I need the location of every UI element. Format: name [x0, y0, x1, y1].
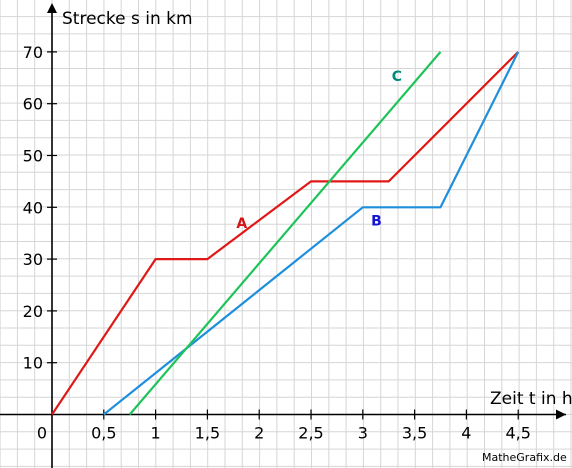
x-tick-label: 2,5 — [298, 424, 323, 443]
y-tick-label: 30 — [23, 250, 43, 269]
x-tick-label: 3 — [358, 424, 368, 443]
series-label-b: B — [371, 213, 382, 229]
series-line-a — [51, 51, 519, 416]
x-tick-label: 0 — [37, 424, 47, 443]
x-tick-label: 1,5 — [195, 424, 220, 443]
series-label-a: A — [236, 216, 247, 232]
x-axis-arrow — [556, 409, 566, 420]
credit-text: MatheGrafix.de — [482, 451, 567, 464]
x-tick-label: 4,5 — [505, 424, 530, 443]
series-lines — [51, 51, 520, 416]
y-axis-arrow — [47, 3, 57, 13]
series-line-b — [103, 51, 520, 416]
y-tick-label: 20 — [23, 302, 43, 321]
x-tick-label: 3,5 — [402, 424, 427, 443]
x-tick-label: 4 — [461, 424, 471, 443]
axes — [0, 3, 566, 468]
x-axis-title: Zeit t in h — [490, 389, 572, 409]
y-tick-label: 70 — [23, 43, 43, 62]
tick-labels: 0 0,5 1 1,5 2 2,5 3 3,5 4 4,5 10 20 30 40 50 60 70 — [23, 43, 531, 443]
y-tick-label: 10 — [23, 354, 43, 373]
y-tick-label: 40 — [23, 198, 43, 217]
series-line-c — [128, 51, 442, 416]
y-tick-label: 50 — [23, 147, 43, 166]
y-axis-title: Strecke s in km — [62, 9, 193, 29]
y-tick-label: 60 — [23, 95, 43, 114]
x-tick-label: 0,5 — [91, 424, 116, 443]
x-tick-label: 2 — [254, 424, 264, 443]
x-tick-label: 1 — [151, 424, 161, 443]
series-label-c: C — [392, 69, 402, 85]
series-labels: A B C — [236, 69, 402, 232]
